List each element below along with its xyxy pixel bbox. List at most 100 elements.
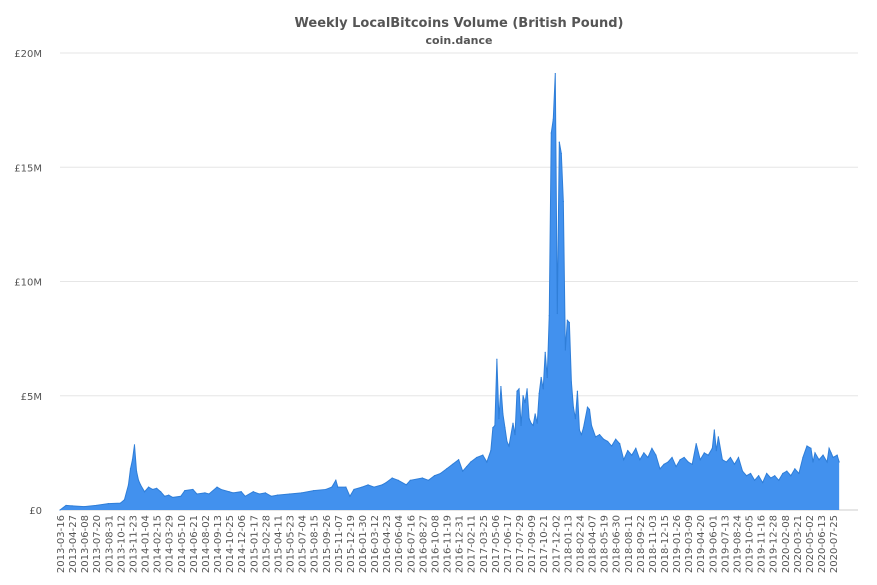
x-tick-label: 2018-04-07 xyxy=(588,515,599,573)
data-point xyxy=(566,319,568,321)
data-point xyxy=(147,486,150,488)
x-tick-label: 2014-10-25 xyxy=(225,515,236,573)
x-tick-label: 2015-12-19 xyxy=(346,515,357,573)
data-point xyxy=(313,489,315,492)
data-point xyxy=(381,484,383,486)
data-point xyxy=(494,424,496,427)
x-tick-label: 2014-08-02 xyxy=(201,515,212,573)
data-point xyxy=(663,463,665,465)
data-point xyxy=(782,472,784,475)
data-point xyxy=(582,427,585,429)
x-tick-label: 2019-10-05 xyxy=(745,515,756,573)
x-tick-label: 2018-11-03 xyxy=(648,515,659,573)
data-point xyxy=(707,454,709,456)
data-point xyxy=(196,493,198,495)
data-point xyxy=(71,505,73,507)
data-point xyxy=(433,475,436,477)
data-point xyxy=(572,406,575,408)
data-point xyxy=(345,486,347,488)
gridlines xyxy=(60,52,858,511)
data-point xyxy=(822,454,824,456)
data-point xyxy=(683,456,685,459)
data-point xyxy=(492,427,494,429)
data-point xyxy=(607,440,609,443)
data-point xyxy=(490,449,492,452)
data-point xyxy=(576,390,579,392)
x-tick-label: 2017-03-25 xyxy=(479,515,490,573)
data-point xyxy=(95,504,97,507)
data-point xyxy=(733,463,736,465)
data-point xyxy=(445,468,448,470)
data-point xyxy=(208,493,210,495)
x-tick-label: 2016-04-23 xyxy=(382,515,393,573)
data-point xyxy=(512,422,514,424)
x-tick-label: 2015-09-26 xyxy=(322,515,333,573)
data-point xyxy=(806,445,808,447)
data-point xyxy=(270,495,272,497)
data-point xyxy=(349,495,351,497)
data-point xyxy=(520,424,522,427)
x-tick-label: 2018-09-22 xyxy=(636,515,647,573)
data-point xyxy=(353,488,355,491)
data-point xyxy=(699,459,701,461)
data-point xyxy=(812,461,814,463)
x-tick-label: 2013-03-16 xyxy=(56,515,67,573)
data-point xyxy=(611,445,613,447)
data-point xyxy=(790,475,792,477)
data-point xyxy=(526,388,528,390)
x-tick-label: 2013-10-12 xyxy=(116,515,127,573)
data-point xyxy=(405,484,407,486)
data-point xyxy=(619,443,621,445)
x-tick-label: 2019-11-16 xyxy=(757,515,768,573)
data-point xyxy=(385,481,387,484)
data-point xyxy=(335,479,337,481)
data-point xyxy=(361,486,363,488)
data-point xyxy=(568,322,570,324)
data-point xyxy=(556,312,558,315)
x-tick-label: 2020-06-13 xyxy=(817,515,828,573)
x-tick-label: 2016-06-04 xyxy=(394,515,405,573)
data-point xyxy=(832,456,834,459)
data-point xyxy=(532,424,534,427)
y-tick-label: £10M xyxy=(14,278,42,289)
data-point xyxy=(518,388,520,390)
x-tick-label: 2019-08-24 xyxy=(732,515,743,573)
x-tick-label: 2016-03-12 xyxy=(370,515,381,573)
x-tick-label: 2013-07-20 xyxy=(92,515,103,573)
data-point xyxy=(635,447,637,449)
x-tick-label: 2014-03-29 xyxy=(165,515,176,573)
data-point xyxy=(546,376,548,379)
data-point xyxy=(508,445,510,447)
data-point xyxy=(548,315,550,317)
data-point xyxy=(713,429,715,431)
data-point xyxy=(462,470,464,472)
data-point xyxy=(639,459,641,461)
data-point xyxy=(129,468,132,470)
data-point xyxy=(594,436,597,438)
data-point xyxy=(288,493,291,495)
x-tick-label: 2018-08-11 xyxy=(624,515,635,573)
data-point xyxy=(754,479,756,481)
data-point xyxy=(717,436,719,438)
data-point xyxy=(427,479,430,481)
data-point xyxy=(552,118,554,120)
data-point xyxy=(119,502,121,504)
data-point xyxy=(107,503,109,505)
x-tick-label: 2016-10-08 xyxy=(430,515,441,573)
data-point xyxy=(560,152,562,155)
data-point xyxy=(367,484,369,486)
x-tick-label: 2015-08-15 xyxy=(310,515,321,573)
x-tick-label: 2017-07-29 xyxy=(515,515,526,573)
data-point xyxy=(439,472,442,475)
data-point xyxy=(590,424,593,427)
data-point xyxy=(818,459,820,461)
x-tick-label: 2013-06-08 xyxy=(80,515,91,573)
data-point xyxy=(598,434,601,436)
data-point xyxy=(542,388,544,390)
data-point xyxy=(536,422,538,424)
data-point xyxy=(711,447,713,449)
x-tick-label: 2015-11-07 xyxy=(334,515,345,573)
data-point xyxy=(749,472,752,475)
y-tick-label: £20M xyxy=(14,49,42,60)
